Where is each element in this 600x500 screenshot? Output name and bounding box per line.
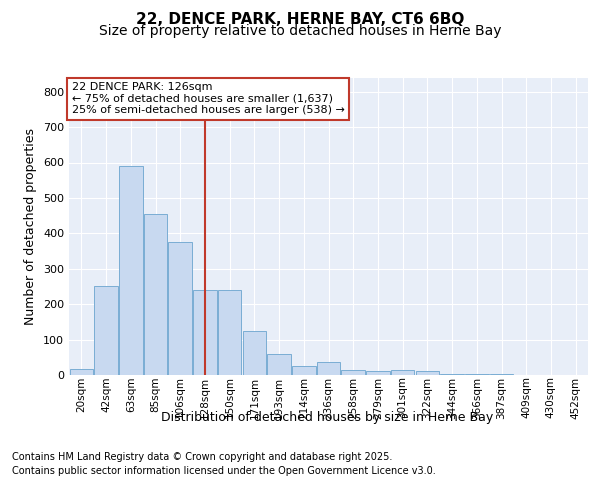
Bar <box>391 370 415 375</box>
Bar <box>70 368 93 375</box>
Text: Size of property relative to detached houses in Herne Bay: Size of property relative to detached ho… <box>99 24 501 38</box>
Text: Contains HM Land Registry data © Crown copyright and database right 2025.: Contains HM Land Registry data © Crown c… <box>12 452 392 462</box>
Bar <box>242 330 266 375</box>
Text: Distribution of detached houses by size in Herne Bay: Distribution of detached houses by size … <box>161 411 493 424</box>
Text: 22 DENCE PARK: 126sqm
← 75% of detached houses are smaller (1,637)
25% of semi-d: 22 DENCE PARK: 126sqm ← 75% of detached … <box>71 82 344 115</box>
Bar <box>268 354 291 375</box>
Bar <box>440 374 464 375</box>
Bar <box>119 166 143 375</box>
Bar <box>292 366 316 375</box>
Bar <box>490 374 513 375</box>
Bar <box>416 372 439 375</box>
Text: 22, DENCE PARK, HERNE BAY, CT6 6BQ: 22, DENCE PARK, HERNE BAY, CT6 6BQ <box>136 12 464 26</box>
Bar <box>465 374 488 375</box>
Bar <box>169 242 192 375</box>
Bar <box>341 370 365 375</box>
Bar <box>144 214 167 375</box>
Bar <box>218 290 241 375</box>
Text: Contains public sector information licensed under the Open Government Licence v3: Contains public sector information licen… <box>12 466 436 476</box>
Y-axis label: Number of detached properties: Number of detached properties <box>25 128 37 325</box>
Bar <box>193 290 217 375</box>
Bar <box>366 371 389 375</box>
Bar <box>94 286 118 375</box>
Bar <box>317 362 340 375</box>
